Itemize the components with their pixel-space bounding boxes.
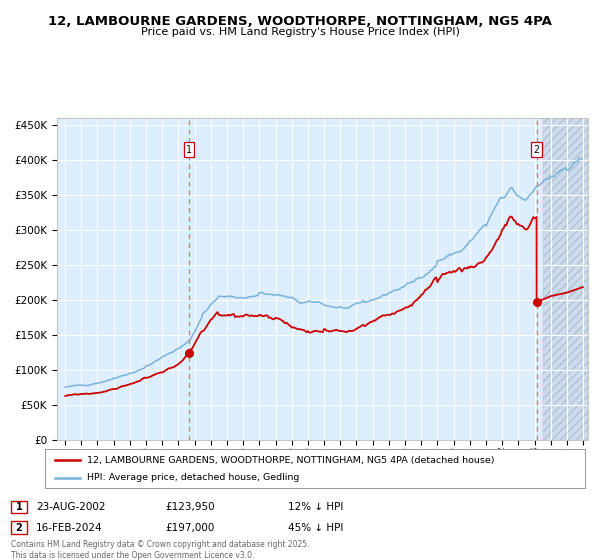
Text: HPI: Average price, detached house, Gedling: HPI: Average price, detached house, Gedl… [87,473,299,482]
Text: 2: 2 [16,522,22,533]
Text: 1: 1 [16,502,22,512]
Text: 16-FEB-2024: 16-FEB-2024 [36,522,103,533]
Text: 12, LAMBOURNE GARDENS, WOODTHORPE, NOTTINGHAM, NG5 4PA: 12, LAMBOURNE GARDENS, WOODTHORPE, NOTTI… [48,15,552,28]
Text: 23-AUG-2002: 23-AUG-2002 [36,502,106,512]
Text: Price paid vs. HM Land Registry's House Price Index (HPI): Price paid vs. HM Land Registry's House … [140,27,460,38]
Text: 12% ↓ HPI: 12% ↓ HPI [288,502,343,512]
Text: 12, LAMBOURNE GARDENS, WOODTHORPE, NOTTINGHAM, NG5 4PA (detached house): 12, LAMBOURNE GARDENS, WOODTHORPE, NOTTI… [87,456,494,465]
Text: Contains HM Land Registry data © Crown copyright and database right 2025.
This d: Contains HM Land Registry data © Crown c… [11,540,310,559]
Text: 1: 1 [186,145,192,155]
Text: 45% ↓ HPI: 45% ↓ HPI [288,522,343,533]
Text: £123,950: £123,950 [165,502,215,512]
Text: £197,000: £197,000 [165,522,214,533]
Text: 2: 2 [533,145,539,155]
